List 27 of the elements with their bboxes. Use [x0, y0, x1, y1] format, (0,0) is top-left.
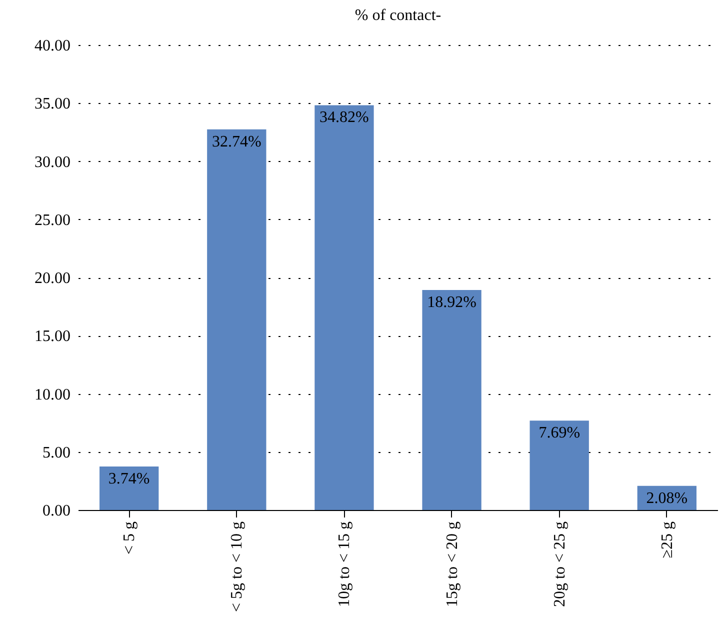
y-tick-label: 35.00: [34, 96, 70, 113]
bar: [530, 420, 589, 510]
y-tick-label: 0.00: [42, 502, 70, 520]
y-tick-label: 15.00: [34, 328, 70, 346]
x-tick-label: 20g to < 25 g: [551, 522, 568, 607]
bar: [207, 129, 266, 510]
data-label: 2.08%: [646, 490, 688, 507]
y-tick-label: 5.00: [42, 444, 70, 462]
chart-title: % of contact-: [354, 7, 442, 24]
bar: [314, 105, 374, 510]
y-tick-label: 20.00: [34, 270, 70, 287]
x-tick-label: < 5 g: [121, 522, 138, 555]
data-label: 18.92%: [427, 294, 476, 312]
y-tick-label: 30.00: [34, 154, 70, 171]
x-tick-label: 15g to < 20 g: [444, 522, 461, 607]
bar: [100, 466, 159, 510]
data-label: 32.74%: [212, 133, 262, 150]
data-label: 34.82%: [320, 109, 369, 126]
x-tick-label: 10g to < 15 g: [336, 522, 354, 607]
x-tick-label: < 5g to < 10 g: [228, 522, 246, 612]
y-tick-label: 40.00: [34, 38, 70, 54]
bar: [422, 290, 482, 510]
x-tick-label: ≥25 g: [658, 522, 676, 558]
y-tick-label: 10.00: [34, 386, 70, 404]
y-tick-label: 25.00: [34, 212, 70, 229]
data-label: 7.69%: [538, 424, 580, 442]
data-label: 3.74%: [108, 470, 150, 488]
